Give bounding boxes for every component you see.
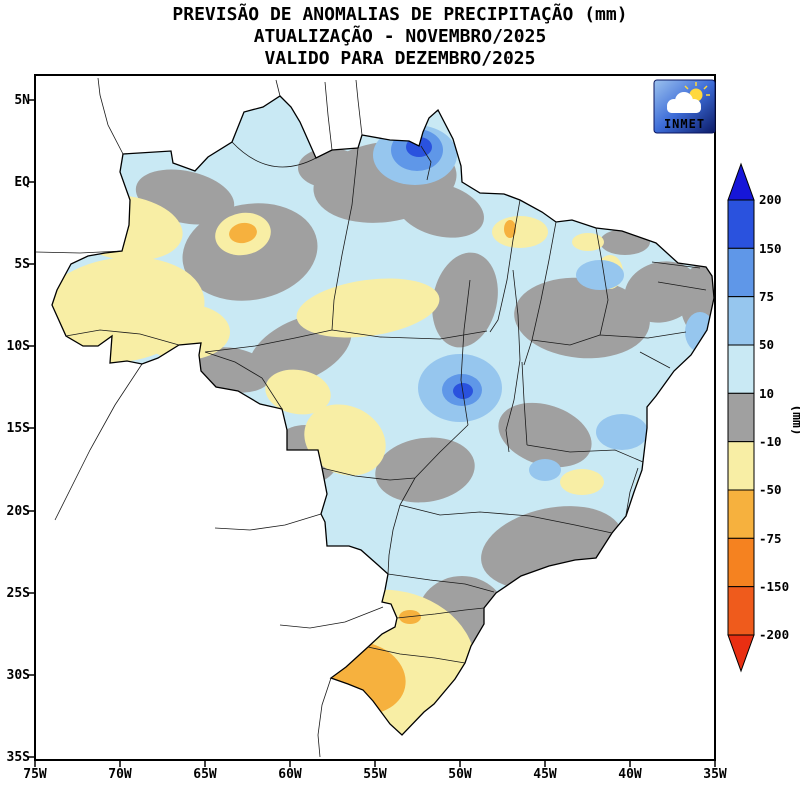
colorbar-segment-neg50_neg10 [727, 441, 755, 491]
colorbar-tick-label: 75 [759, 289, 774, 304]
lon-tick-label: 60W [278, 767, 302, 782]
anomaly-region-50_75 [529, 459, 561, 481]
colorbar-segment-neg75_neg50 [727, 489, 755, 539]
logo-text: INMET [664, 117, 705, 131]
colorbar-segment-75_150 [727, 247, 755, 298]
logo-cloud-icon [667, 92, 701, 113]
anomaly-region-50_75 [576, 260, 624, 290]
anomaly-region-neg10_10 [298, 148, 362, 188]
colorbar-tick-label: -200 [759, 627, 789, 642]
state-borders [65, 141, 707, 664]
colorbar-top-arrow [727, 162, 755, 201]
anomaly-region-neg75_neg50 [504, 220, 516, 238]
colorbar-segment-neg10_10 [727, 392, 755, 443]
anomaly-region-neg10_10 [514, 277, 650, 359]
colorbar: 200 150 75 50 10 -10 -50 -75 -150 -200 (… [727, 162, 800, 673]
figure-titles: PREVISÃO DE ANOMALIAS DE PRECIPITAÇÃO (m… [0, 4, 800, 70]
lat-tick-label: 25S [7, 586, 31, 601]
lat-tick-label: 10S [7, 339, 31, 354]
colorbar-tick-label: -10 [759, 434, 782, 449]
lon-tick-label: 40W [618, 767, 642, 782]
anomaly-region-neg75_neg50 [229, 222, 257, 244]
colorbar-tick-label: 200 [759, 192, 782, 207]
neighbor-country-borders [35, 77, 384, 758]
lon-tick-label: 65W [193, 767, 217, 782]
anomaly-region-neg10_10 [498, 402, 592, 468]
anomaly-region-neg50_neg10 [265, 369, 331, 415]
lat-tick-label: 15S [7, 421, 31, 436]
latitude-axis: 5N EQ 5S 10S 15S 20S 25S 30S 35S [7, 93, 31, 765]
figure-subtitle-valid: VALIDO PARA DEZEMBRO/2025 [264, 48, 536, 69]
colorbar-labels: 200 150 75 50 10 -10 -50 -75 -150 -200 [759, 192, 789, 642]
colorbar-unit-label: (mm) [789, 404, 800, 435]
brazil-outline [51, 95, 715, 736]
lon-tick-label: 35W [703, 767, 727, 782]
colorbar-segments [727, 199, 755, 636]
colorbar-segment-neg150_neg75 [727, 537, 755, 588]
anomaly-region-50_75 [596, 414, 648, 450]
anomaly-region-neg10_10 [432, 252, 498, 348]
colorbar-tick-label: 150 [759, 241, 782, 256]
lon-tick-label: 50W [448, 767, 472, 782]
anomaly-region-neg50_neg10 [572, 233, 604, 251]
anomaly-region-neg10_10 [192, 347, 272, 393]
colorbar-segment-neg200_neg150 [727, 586, 755, 636]
colorbar-segment-10_50 [727, 344, 755, 394]
longitude-axis: 75W 70W 65W 60W 55W 50W 45W 40W 35W [23, 767, 727, 782]
colorbar-tick-label: -150 [759, 579, 789, 594]
lat-tick-label: 35S [7, 750, 31, 765]
anomaly-region-neg10_10 [375, 437, 475, 503]
anomaly-region-neg50_neg10 [140, 304, 230, 360]
anomaly-region-neg10_10 [396, 182, 484, 238]
lat-tick-label: 20S [7, 504, 31, 519]
lat-tick-label: 5N [14, 93, 30, 108]
lon-tick-label: 70W [108, 767, 132, 782]
lat-tick-label: 5S [14, 257, 30, 272]
logo-sun-icon [684, 82, 710, 102]
colorbar-segment-150_200 [727, 199, 755, 249]
axis-ticks [28, 99, 716, 767]
colorbar-tick-label: -50 [759, 482, 782, 497]
lon-tick-label: 55W [363, 767, 387, 782]
colorbar-segment-50_75 [727, 296, 755, 346]
lat-tick-label: EQ [14, 175, 30, 190]
lon-tick-label: 75W [23, 767, 47, 782]
colorbar-tick-label: 50 [759, 337, 774, 352]
colorbar-bottom-arrow [727, 634, 755, 673]
anomaly-region-neg50_neg10 [304, 404, 386, 476]
anomaly-region-neg50_neg10 [492, 216, 548, 248]
figure-subtitle-update: ATUALIZAÇÃO - NOVEMBRO/2025 [253, 26, 547, 47]
colorbar-tick-label: -75 [759, 531, 782, 546]
lon-tick-label: 45W [533, 767, 557, 782]
inmet-logo: INMET [653, 79, 716, 134]
colorbar-tick-label: 10 [759, 386, 774, 401]
figure-title: PREVISÃO DE ANOMALIAS DE PRECIPITAÇÃO (m… [172, 4, 628, 25]
anomaly-region-neg50_neg10 [560, 469, 604, 495]
lat-tick-label: 30S [7, 668, 31, 683]
